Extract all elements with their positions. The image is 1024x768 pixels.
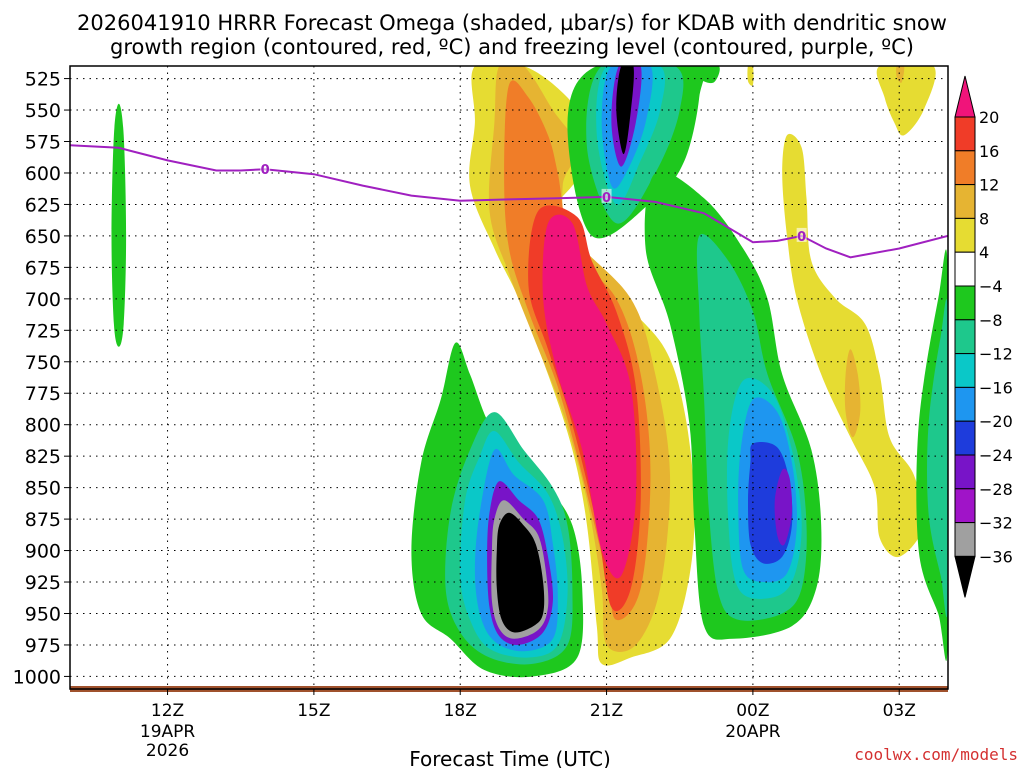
- y-axis: 525 550 575 600 625 650 675 700 725 750 775 800 825 8…: [13, 69, 70, 688]
- x-tick-label: 12Z: [151, 701, 184, 721]
- omega-region-right-edge-teal: [927, 299, 948, 618]
- y-tick-label: 775: [25, 383, 61, 405]
- colorbar-label: −4: [979, 277, 1003, 296]
- freezing-level-contour: 0 0 0: [70, 144, 948, 259]
- y-tick-label: 750: [25, 352, 61, 374]
- colorbar-segment: [954, 319, 976, 355]
- y-tick-label: 700: [25, 289, 61, 311]
- y-tick-label: 925: [25, 572, 61, 594]
- contour-label-bg: [601, 188, 612, 203]
- colorbar-label: 4: [979, 243, 989, 262]
- x-tick-label: 00Z: [736, 701, 769, 721]
- source-credit: coolwx.com/models: [854, 745, 1018, 764]
- colorbar-label: 12: [979, 176, 999, 195]
- x-tick-label: 03Z: [883, 701, 916, 721]
- omega-region-right-positive-yellow: [782, 133, 925, 558]
- contour-label-bg: [260, 161, 271, 176]
- colorbar-segment: [954, 488, 976, 524]
- plot-frame: [69, 65, 949, 690]
- y-tick-label: 900: [25, 541, 61, 563]
- colorbar-segment: [954, 522, 976, 557]
- colorbar-segment: [954, 150, 976, 186]
- colorbar-top-arrow: [954, 75, 976, 118]
- freezing-level-line: [70, 144, 948, 259]
- chart-title: 2026041910 HRRR Forecast Omega (shaded, …: [77, 11, 947, 59]
- omega-region-top-yellow-small: [747, 66, 754, 86]
- colorbar-segment: [954, 116, 976, 152]
- x-tick-label: 18Z: [444, 701, 477, 721]
- y-tick-label: 625: [25, 194, 61, 216]
- title-line-2: growth region (contoured, red, ºC) and f…: [110, 35, 914, 59]
- freezing-level-label: 0: [602, 191, 611, 206]
- colorbar-segment: [954, 217, 976, 253]
- y-tick-label: 650: [25, 226, 61, 248]
- omega-region-shallow-green-strip: [111, 103, 127, 347]
- y-tick-label: 950: [25, 603, 61, 625]
- y-tick-label: 725: [25, 320, 61, 342]
- y-tick-label: 600: [25, 163, 61, 185]
- x-tick-label: 21Z: [590, 701, 623, 721]
- colorbar-legend: 20 16 12 8 4 −4 −8 −12 −16 −20 −24 −28 −32 −36: [954, 75, 1013, 598]
- omega-region-top-mid-green: [693, 66, 720, 84]
- colorbar-label: −20: [979, 412, 1013, 431]
- colorbar-segment: [954, 386, 976, 422]
- y-tick-label: 1000: [13, 666, 61, 688]
- colorbar-label: −12: [979, 345, 1013, 364]
- colorbar-label: −8: [979, 311, 1003, 330]
- title-line-1: 2026041910 HRRR Forecast Omega (shaded, …: [77, 11, 947, 35]
- x-axis-label: Forecast Time (UTC): [409, 747, 611, 768]
- omega-shading: [111, 66, 948, 678]
- freezing-level-label: 0: [797, 230, 806, 245]
- colorbar-segment: [954, 251, 976, 287]
- x-date-label: 19APR: [140, 722, 196, 742]
- colorbar-segment: [954, 285, 976, 321]
- y-tick-label: 875: [25, 509, 61, 531]
- omega-region-upper-core-black: [616, 66, 634, 155]
- y-tick-label: 575: [25, 132, 61, 154]
- y-tick-label: 975: [25, 635, 61, 657]
- colorbar-label: −16: [979, 378, 1013, 397]
- colorbar-segment: [954, 184, 976, 219]
- freezing-level-label: 0: [261, 163, 270, 178]
- omega-region-lower-core-black: [496, 512, 545, 633]
- x-date-label: 20APR: [725, 722, 781, 742]
- contour-label-bg: [796, 227, 807, 242]
- colorbar-label: 16: [979, 142, 999, 161]
- omega-region-right-positive-gold: [844, 349, 861, 438]
- omega-region-positive-band-magenta: [542, 214, 637, 579]
- colorbar-label: −24: [979, 446, 1013, 465]
- colorbar-segment: [954, 454, 976, 490]
- colorbar-label: 8: [979, 209, 989, 228]
- y-tick-label: 825: [25, 446, 61, 468]
- x-year-label: 2026: [146, 741, 189, 761]
- colorbar-segment: [954, 420, 976, 456]
- colorbar-label: −28: [979, 480, 1013, 499]
- colorbar-bottom-arrow: [954, 555, 976, 598]
- omega-region-top-right-yellow: [876, 66, 936, 136]
- y-tick-label: 850: [25, 478, 61, 500]
- colorbar-label: 20: [979, 108, 999, 127]
- colorbar-segment: [954, 353, 976, 388]
- colorbar-label: −36: [979, 547, 1013, 566]
- y-tick-label: 675: [25, 257, 61, 279]
- x-tick-label: 15Z: [297, 701, 330, 721]
- colorbar-label: −32: [979, 514, 1013, 533]
- y-tick-label: 525: [25, 69, 61, 91]
- y-tick-label: 800: [25, 415, 61, 437]
- y-tick-label: 550: [25, 100, 61, 122]
